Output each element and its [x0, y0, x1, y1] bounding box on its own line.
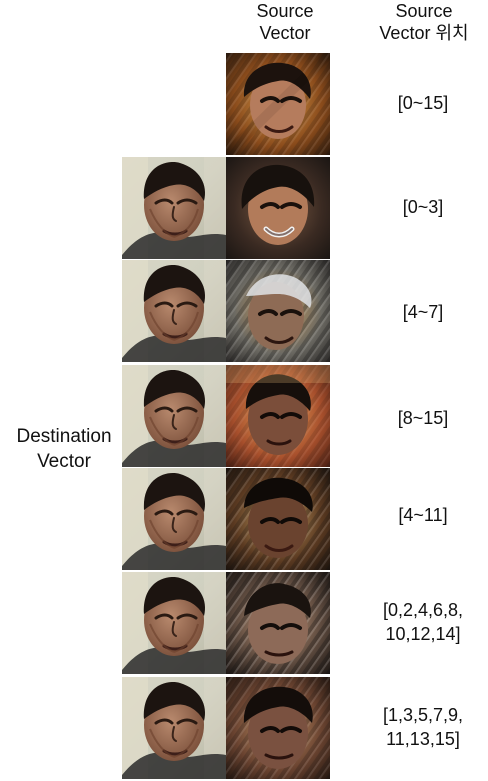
source-image-2	[226, 260, 330, 362]
destination-image-6-art	[122, 677, 226, 779]
source-image-2-art	[226, 260, 330, 362]
destination-image-4	[122, 468, 226, 570]
destination-image-3-art	[122, 365, 226, 467]
source-image-0-art	[226, 53, 330, 155]
source-image-5	[226, 572, 330, 674]
source-image-6	[226, 677, 330, 779]
source-image-1	[226, 157, 330, 259]
source-image-3-art	[226, 365, 330, 467]
source-range-label-0: [0~15]	[397, 93, 449, 113]
source-vector-position-header: Source Vector 위치	[379, 1, 469, 43]
destination-image-4-art	[122, 468, 226, 570]
source-image-3	[226, 365, 330, 467]
source-range-label-6: [1,3,5,7,9, 11,13,15]	[382, 705, 464, 749]
source-range-label-2: [4~7]	[402, 302, 444, 322]
source-image-4-art	[226, 468, 330, 570]
source-image-0	[226, 53, 330, 155]
source-range-label-5: [0,2,4,6,8, 10,12,14]	[382, 600, 464, 644]
destination-image-2	[122, 260, 226, 362]
source-range-label-1: [0~3]	[402, 197, 444, 217]
source-image-4	[226, 468, 330, 570]
destination-image-6	[122, 677, 226, 779]
destination-image-3	[122, 365, 226, 467]
destination-image-2-art	[122, 260, 226, 362]
destination-image-5	[122, 572, 226, 674]
source-range-label-3: [8~15]	[397, 408, 449, 428]
source-image-5-art	[226, 572, 330, 674]
source-range-label-4: [4~11]	[398, 505, 448, 525]
destination-vector-label: Destination Vector	[16, 426, 112, 472]
destination-image-5-art	[122, 572, 226, 674]
source-image-6-art	[226, 677, 330, 779]
source-vector-header: Source Vector	[256, 1, 314, 43]
destination-image-1	[122, 157, 226, 259]
destination-image-1-art	[122, 157, 226, 259]
source-image-1-art	[226, 157, 330, 259]
